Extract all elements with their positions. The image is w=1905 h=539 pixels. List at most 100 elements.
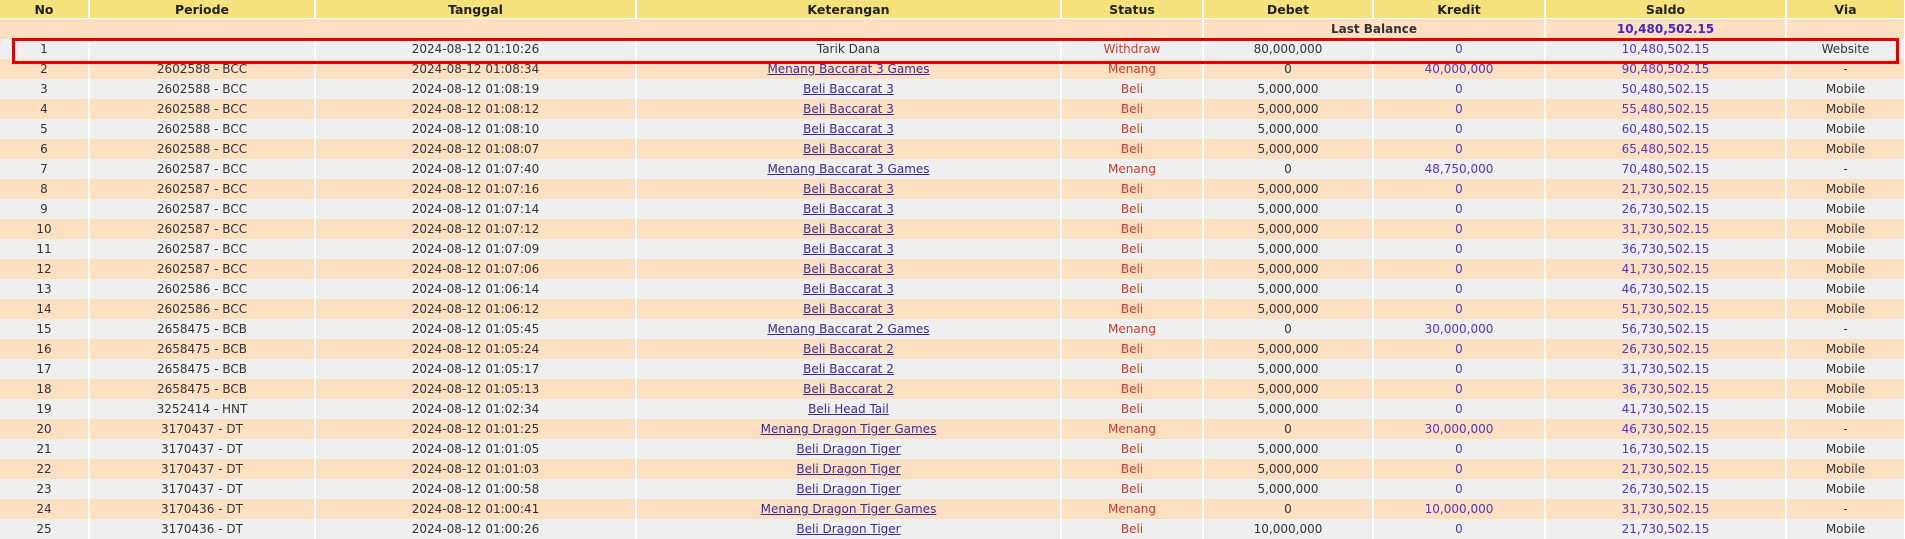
via-cell: Mobile	[1786, 199, 1905, 219]
periode-cell: 2602588 - BCC	[89, 139, 316, 159]
kredit-cell: 0	[1373, 519, 1546, 539]
debet-cell: 5,000,000	[1203, 279, 1374, 299]
last-balance-value: 10,480,502.15	[1545, 18, 1787, 39]
no-cell: 19	[0, 399, 90, 419]
tanggal-cell: 2024-08-12 01:05:24	[315, 339, 637, 359]
debet-cell: 5,000,000	[1203, 299, 1374, 319]
periode-cell: 3170437 - DT	[89, 419, 316, 439]
keterangan-cell: Beli Dragon Tiger	[636, 519, 1062, 539]
saldo-cell: 36,730,502.15	[1545, 239, 1787, 259]
keterangan-link[interactable]: Beli Baccarat 3	[803, 102, 894, 116]
via-cell: Mobile	[1786, 439, 1905, 459]
keterangan-cell: Beli Baccarat 2	[636, 359, 1062, 379]
col-keterangan: Keterangan	[636, 0, 1062, 19]
periode-cell: 2658475 - BCB	[89, 379, 316, 399]
no-cell: 13	[0, 279, 90, 299]
periode-cell: 2602587 - BCC	[89, 159, 316, 179]
no-cell: 9	[0, 199, 90, 219]
no-cell: 18	[0, 379, 90, 399]
debet-cell: 5,000,000	[1203, 99, 1374, 119]
keterangan-link[interactable]: Beli Dragon Tiger	[796, 462, 901, 476]
keterangan-link[interactable]: Beli Baccarat 3	[803, 222, 894, 236]
tanggal-cell: 2024-08-12 01:07:12	[315, 219, 637, 239]
table-row: 10 2602587 - BCC 2024-08-12 01:07:12 Beli B…	[0, 219, 1905, 239]
status-cell: Beli	[1061, 239, 1204, 259]
periode-cell: 2602587 - BCC	[89, 219, 316, 239]
keterangan-link[interactable]: Beli Baccarat 3	[803, 262, 894, 276]
status-cell: Menang	[1061, 59, 1204, 79]
tanggal-cell: 2024-08-12 01:10:26	[315, 39, 637, 59]
header-row: No Periode Tanggal Keterangan Status Deb…	[0, 0, 1905, 19]
periode-cell	[89, 39, 316, 59]
no-cell: 4	[0, 99, 90, 119]
saldo-cell: 70,480,502.15	[1545, 159, 1787, 179]
keterangan-link[interactable]: Beli Baccarat 3	[803, 182, 894, 196]
via-cell: Mobile	[1786, 399, 1905, 419]
keterangan-link[interactable]: Beli Head Tail	[808, 402, 889, 416]
no-cell: 12	[0, 259, 90, 279]
via-cell: Mobile	[1786, 339, 1905, 359]
status-cell: Beli	[1061, 139, 1204, 159]
periode-cell: 2602586 - BCC	[89, 299, 316, 319]
debet-cell: 0	[1203, 59, 1374, 79]
col-saldo: Saldo	[1545, 0, 1787, 19]
table-row: 25 3170436 - DT 2024-08-12 01:00:26 Beli Dr…	[0, 519, 1905, 539]
status-cell: Withdraw	[1061, 39, 1204, 59]
no-cell: 25	[0, 519, 90, 539]
keterangan-link[interactable]: Menang Baccarat 3 Games	[767, 162, 930, 176]
via-cell: Mobile	[1786, 519, 1905, 539]
saldo-cell: 41,730,502.15	[1545, 399, 1787, 419]
keterangan-cell: Beli Baccarat 3	[636, 99, 1062, 119]
via-cell: Mobile	[1786, 139, 1905, 159]
saldo-cell: 51,730,502.15	[1545, 299, 1787, 319]
via-cell: Mobile	[1786, 259, 1905, 279]
keterangan-link[interactable]: Beli Baccarat 3	[803, 142, 894, 156]
debet-cell: 5,000,000	[1203, 239, 1374, 259]
keterangan-cell: Beli Head Tail	[636, 399, 1062, 419]
table-row: 16 2658475 - BCB 2024-08-12 01:05:24 Beli B…	[0, 339, 1905, 359]
tanggal-cell: 2024-08-12 01:01:05	[315, 439, 637, 459]
tanggal-cell: 2024-08-12 01:07:40	[315, 159, 637, 179]
keterangan-link[interactable]: Beli Dragon Tiger	[796, 522, 901, 536]
keterangan-link[interactable]: Beli Dragon Tiger	[796, 442, 901, 456]
status-cell: Beli	[1061, 379, 1204, 399]
keterangan-link[interactable]: Beli Baccarat 2	[803, 382, 894, 396]
keterangan-link[interactable]: Beli Baccarat 2	[803, 362, 894, 376]
kredit-cell: 0	[1373, 199, 1546, 219]
keterangan-link[interactable]: Menang Dragon Tiger Games	[760, 502, 937, 516]
kredit-cell: 0	[1373, 279, 1546, 299]
tanggal-cell: 2024-08-12 01:08:34	[315, 59, 637, 79]
keterangan-link[interactable]: Beli Baccarat 3	[803, 122, 894, 136]
keterangan-link[interactable]: Menang Baccarat 2 Games	[767, 322, 930, 336]
keterangan-link[interactable]: Beli Baccarat 3	[803, 242, 894, 256]
via-cell: Mobile	[1786, 99, 1905, 119]
table-row: 14 2602586 - BCC 2024-08-12 01:06:12 Beli B…	[0, 299, 1905, 319]
table-row: 7 2602587 - BCC 2024-08-12 01:07:40 Menang …	[0, 159, 1905, 179]
kredit-cell: 48,750,000	[1373, 159, 1546, 179]
keterangan-cell: Beli Baccarat 3	[636, 299, 1062, 319]
keterangan-link[interactable]: Beli Baccarat 3	[803, 202, 894, 216]
status-cell: Beli	[1061, 179, 1204, 199]
saldo-cell: 55,480,502.15	[1545, 99, 1787, 119]
table-row: 8 2602587 - BCC 2024-08-12 01:07:16 Beli Ba…	[0, 179, 1905, 199]
saldo-cell: 56,730,502.15	[1545, 319, 1787, 339]
keterangan-link[interactable]: Beli Baccarat 2	[803, 342, 894, 356]
saldo-cell: 46,730,502.15	[1545, 279, 1787, 299]
keterangan-link[interactable]: Beli Baccarat 3	[803, 82, 894, 96]
tanggal-cell: 2024-08-12 01:08:19	[315, 79, 637, 99]
status-cell: Menang	[1061, 319, 1204, 339]
saldo-cell: 46,730,502.15	[1545, 419, 1787, 439]
keterangan-link[interactable]: Menang Baccarat 3 Games	[767, 62, 930, 76]
keterangan-link[interactable]: Beli Baccarat 3	[803, 282, 894, 296]
tanggal-cell: 2024-08-12 01:02:34	[315, 399, 637, 419]
table-row: 2 2602588 - BCC 2024-08-12 01:08:34 Menang …	[0, 59, 1905, 79]
kredit-cell: 0	[1373, 179, 1546, 199]
keterangan-link[interactable]: Beli Dragon Tiger	[796, 482, 901, 496]
via-cell: Mobile	[1786, 359, 1905, 379]
no-cell: 20	[0, 419, 90, 439]
kredit-cell: 30,000,000	[1373, 419, 1546, 439]
debet-cell: 5,000,000	[1203, 219, 1374, 239]
keterangan-link[interactable]: Menang Dragon Tiger Games	[760, 422, 937, 436]
keterangan-link[interactable]: Beli Baccarat 3	[803, 302, 894, 316]
